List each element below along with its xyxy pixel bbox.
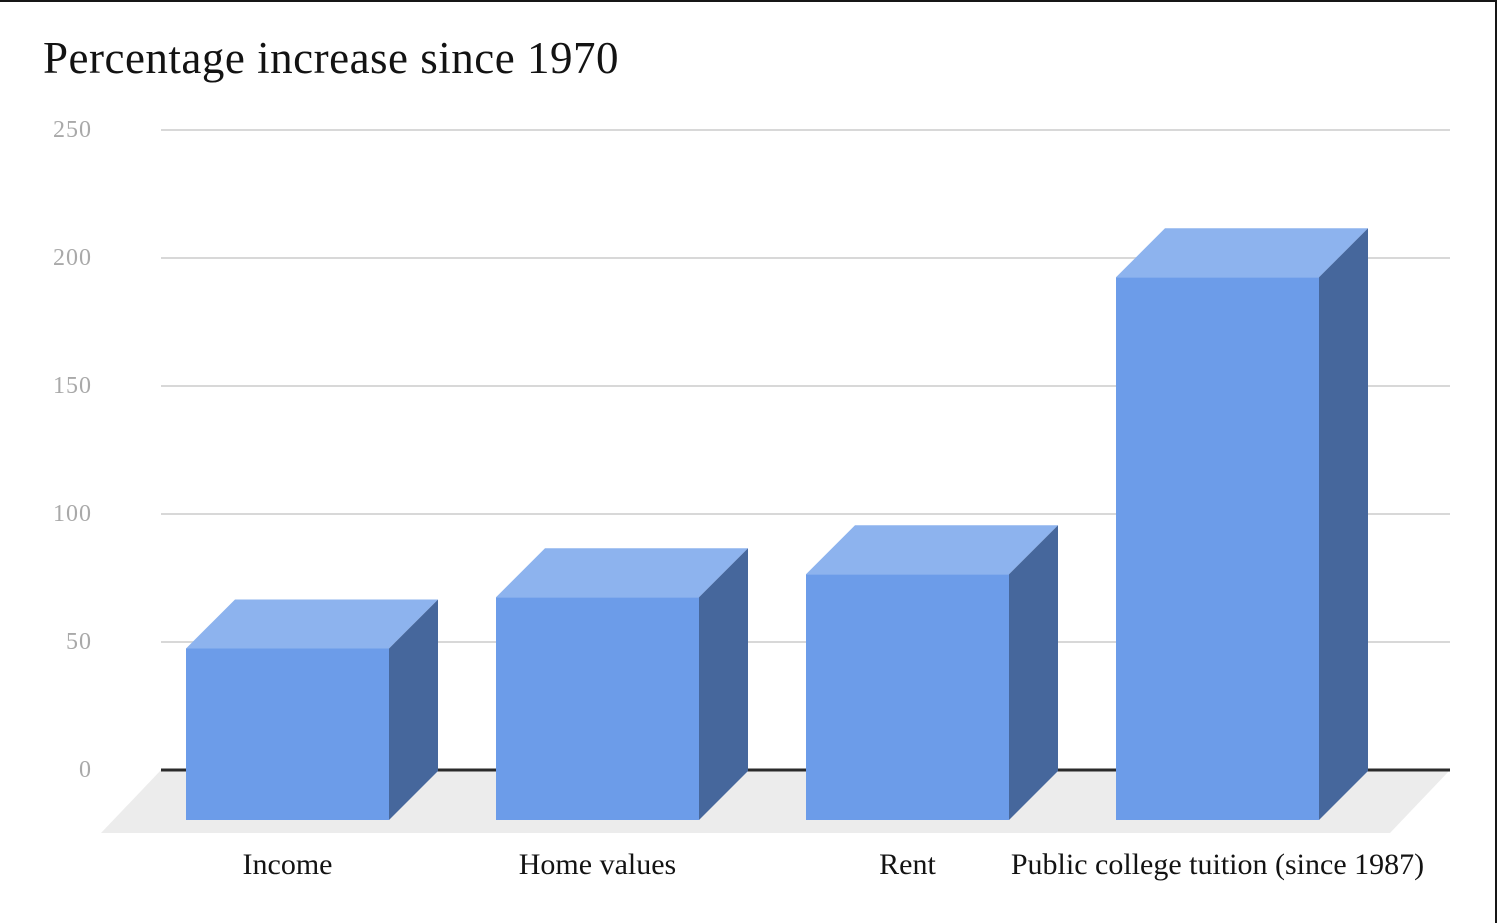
bar-home-values-front-face <box>496 597 699 820</box>
bar-home-values-top-face <box>496 548 748 598</box>
bar-income-front-face <box>186 648 389 820</box>
y-tick-label-250: 250 <box>53 117 92 143</box>
gridline-100 <box>161 513 1450 515</box>
y-tick-label-200: 200 <box>53 245 92 271</box>
bar-public-college-tuition-since-1987-side-face <box>1319 228 1368 820</box>
gridline-250 <box>161 129 1450 131</box>
gridline-150 <box>161 385 1450 387</box>
chart-title: Percentage increase since 1970 <box>43 33 619 83</box>
bar-rent-side-face <box>1009 525 1058 820</box>
bar-rent-top-face <box>806 525 1058 575</box>
bar-public-college-tuition-since-1987-front-face <box>1116 277 1319 820</box>
bar-public-college-tuition-since-1987-top-face <box>1116 228 1368 278</box>
y-tick-label-150: 150 <box>53 373 92 399</box>
y-tick-label-100: 100 <box>53 501 92 527</box>
x-axis-label-public-college-tuition-since-1987: Public college tuition (since 1987) <box>1010 848 1425 881</box>
floor-plane <box>101 770 1450 833</box>
x-axis-label-income: Income <box>242 848 333 881</box>
gridline-200 <box>161 257 1450 259</box>
gridline-50 <box>161 641 1450 643</box>
bar-rent-front-face <box>806 574 1009 820</box>
bar-home-values-side-face <box>699 548 748 820</box>
bar-income-top-face <box>186 599 438 649</box>
x-axis-label-rent: Rent <box>879 848 936 881</box>
bar-income-side-face <box>389 599 438 820</box>
y-tick-label-0: 0 <box>79 757 92 783</box>
x-axis-label-home-values: Home values <box>518 848 677 881</box>
y-tick-label-50: 50 <box>66 629 92 655</box>
